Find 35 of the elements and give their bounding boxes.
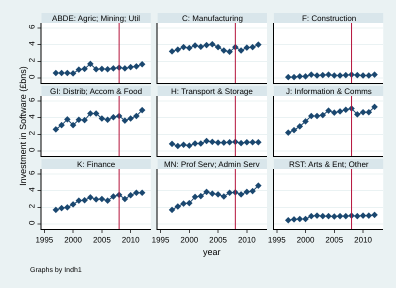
chart-title: H: Transport & Storage xyxy=(171,87,254,96)
chart-title: F: Construction xyxy=(302,14,356,23)
chart-title: RST: Arts & Ent; Other xyxy=(289,160,369,169)
chart-title: C: Manufacturing xyxy=(182,14,243,23)
y-tick-label: 6 xyxy=(27,170,36,176)
x-tick-label: 2000 xyxy=(64,236,83,245)
x-tick-label: 2010 xyxy=(238,236,256,245)
x-tick-label: 1995 xyxy=(268,236,286,245)
x-tick-label: 2010 xyxy=(354,236,373,245)
chart-title: MN: Prof Serv; Admin Serv xyxy=(164,160,260,169)
y-tick-label: 0 xyxy=(27,147,36,152)
y-axis-title: Investment in Software (£bns) xyxy=(18,66,28,186)
x-tick-label: 2000 xyxy=(180,236,199,245)
chart-title: GI: Distrib; Accom & Food xyxy=(50,87,142,96)
x-tick-label: 2000 xyxy=(296,236,315,245)
x-tick-label: 1995 xyxy=(35,236,54,245)
x-tick-label: 2010 xyxy=(122,236,140,245)
y-tick-label: 2 xyxy=(27,203,36,208)
chart-title: J: Information & Comms xyxy=(286,87,372,96)
y-tick-label: 6 xyxy=(27,24,36,30)
y-tick-label: 2 xyxy=(27,57,36,62)
x-tick-label: 2005 xyxy=(92,236,112,245)
y-tick-label: 4 xyxy=(27,186,36,192)
y-tick-label: 6 xyxy=(27,97,36,102)
y-tick-label: 0 xyxy=(27,220,36,226)
x-axis-title: year xyxy=(203,247,221,257)
chart-title: K: Finance xyxy=(77,160,116,169)
chart-title: ABDE: Agric; Mining; Util xyxy=(52,14,140,23)
x-tick-label: 2005 xyxy=(325,236,344,245)
x-tick-label: 2005 xyxy=(209,236,228,245)
y-tick-label: 0 xyxy=(27,74,36,80)
y-tick-label: 2 xyxy=(27,130,36,136)
y-tick-label: 4 xyxy=(27,40,36,46)
x-tick-label: 1995 xyxy=(152,236,170,245)
y-tick-label: 4 xyxy=(27,114,36,119)
